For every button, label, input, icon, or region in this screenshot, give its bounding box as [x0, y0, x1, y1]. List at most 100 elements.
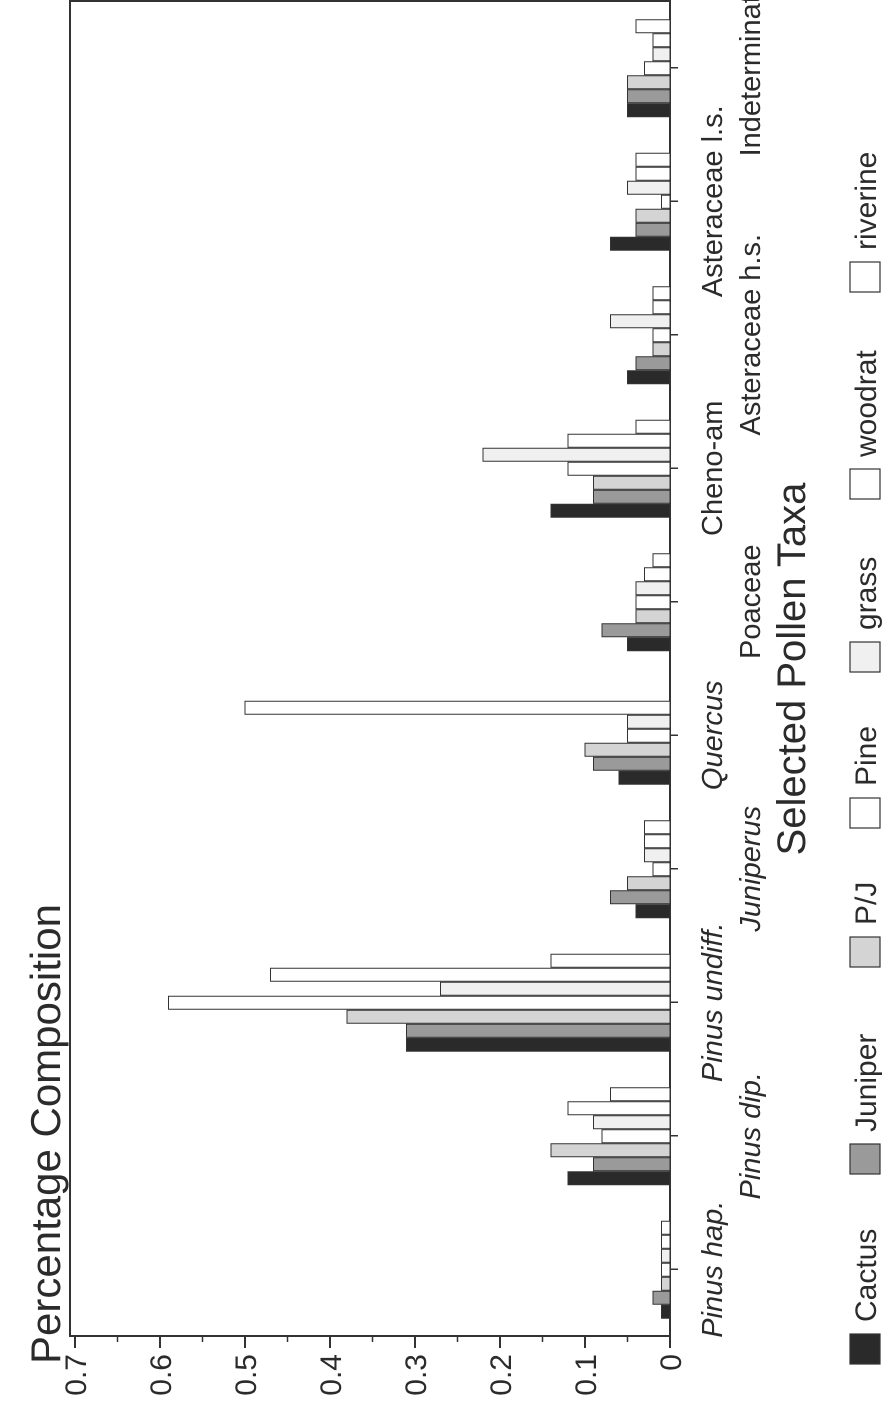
- bar-riverine-9: [635, 19, 671, 34]
- x-tick-label: Juniperus: [735, 806, 767, 933]
- bar-juniper-8: [635, 222, 671, 237]
- bar-cactus-3: [635, 904, 671, 919]
- bar-woodrat-5: [644, 567, 671, 582]
- legend-swatch: [849, 936, 881, 968]
- bar-pine-9: [644, 61, 671, 76]
- bar-grass-1: [593, 1115, 671, 1130]
- legend-label: P/J: [850, 882, 883, 925]
- legend-swatch: [849, 797, 881, 829]
- bar-juniper-9: [627, 89, 671, 104]
- bar-woodrat-8: [635, 166, 671, 181]
- bar-woodrat-2: [270, 967, 671, 982]
- bar-pj-9: [627, 75, 671, 90]
- bar-cactus-9: [627, 103, 671, 118]
- bar-cactus-7: [627, 370, 671, 385]
- bar-grass-6: [482, 447, 671, 462]
- bar-woodrat-1: [567, 1101, 671, 1116]
- bar-juniper-1: [593, 1157, 671, 1172]
- legend-swatch: [849, 1143, 881, 1175]
- bar-pj-6: [593, 475, 671, 490]
- x-tick-label: Pinus dip.: [735, 1072, 767, 1199]
- x-axis-label: Selected Pollen Taxa: [770, 482, 814, 856]
- bar-pine-5: [635, 595, 671, 610]
- bar-cactus-1: [567, 1171, 671, 1186]
- legend-swatch: [849, 468, 881, 500]
- bar-riverine-5: [652, 553, 671, 568]
- x-tick-label: Asteraceae l.s.: [697, 105, 729, 297]
- bar-woodrat-6: [567, 433, 671, 448]
- bar-grass-4: [627, 714, 671, 729]
- chart-title: Percentage Composition: [22, 904, 69, 1364]
- y-tick-label: 0.3: [400, 1354, 433, 1396]
- bar-grass-0: [661, 1248, 671, 1263]
- legend-label: grass: [850, 557, 883, 630]
- bar-pine-7: [652, 328, 671, 343]
- bar-riverine-7: [652, 286, 671, 301]
- bar-grass-5: [635, 581, 671, 596]
- x-tick-label: Cheno-am: [697, 401, 729, 536]
- bar-cactus-8: [610, 236, 671, 251]
- plot-frame: [69, 0, 671, 1337]
- bar-pj-2: [346, 1009, 671, 1024]
- bar-woodrat-7: [652, 300, 671, 315]
- legend-label: Juniper: [850, 1034, 883, 1132]
- bar-woodrat-3: [644, 834, 671, 849]
- bar-pj-1: [550, 1143, 671, 1158]
- bar-grass-8: [627, 180, 671, 195]
- legend-label: riverine: [850, 152, 883, 250]
- x-tick-label: Pinus hap.: [697, 1201, 729, 1338]
- bar-grass-7: [610, 314, 671, 329]
- bar-grass-2: [440, 981, 671, 996]
- bar-pine-2: [168, 995, 671, 1010]
- legend-swatch: [849, 261, 881, 293]
- bar-riverine-8: [635, 152, 671, 167]
- bar-riverine-3: [644, 820, 671, 835]
- y-tick-label: 0.4: [315, 1354, 348, 1396]
- y-tick-label: 0: [655, 1354, 688, 1371]
- bar-grass-3: [644, 848, 671, 863]
- bar-juniper-7: [635, 356, 671, 371]
- bar-pj-4: [584, 742, 671, 757]
- x-tick-label: Poaceae: [735, 545, 767, 660]
- bar-juniper-6: [593, 489, 671, 504]
- bar-pine-6: [567, 461, 671, 476]
- bar-riverine-1: [610, 1087, 671, 1102]
- x-tick-label: Indeterminate: [735, 0, 767, 156]
- y-tick-label: 0.6: [145, 1354, 178, 1396]
- y-tick-label: 0.1: [570, 1354, 603, 1396]
- legend-label: Pine: [850, 726, 883, 786]
- bar-pine-8: [661, 194, 671, 209]
- bar-juniper-5: [601, 623, 671, 638]
- bar-cactus-4: [618, 770, 671, 785]
- bar-juniper-2: [406, 1023, 671, 1038]
- legend-swatch: [849, 641, 881, 673]
- bar-pine-1: [601, 1129, 671, 1144]
- legend-label: woodrat: [850, 350, 883, 458]
- bar-pj-5: [635, 609, 671, 624]
- y-tick-label: 0.2: [485, 1354, 518, 1396]
- bar-pine-3: [652, 862, 671, 877]
- bar-juniper-3: [610, 890, 671, 905]
- legend-label: Cactus: [850, 1229, 883, 1322]
- y-axis: 0 0.1 0.2 0.3 0.4 0.5 0.6 0.7: [60, 1336, 688, 1396]
- x-tick-label: Asteraceae h.s.: [735, 234, 767, 436]
- bar-pj-7: [652, 342, 671, 357]
- x-tick-label: Pinus undiff.: [697, 922, 729, 1082]
- bar-riverine-0: [661, 1220, 671, 1235]
- bar-woodrat-0: [661, 1234, 671, 1249]
- bar-cactus-6: [550, 503, 671, 518]
- bar-woodrat-9: [652, 33, 671, 48]
- bar-cactus-0: [661, 1304, 671, 1319]
- bar-riverine-6: [635, 419, 671, 434]
- legend: Cactus Juniper P/J Pine grass woodrat riverine: [849, 152, 883, 1365]
- bar-woodrat-4: [244, 700, 671, 715]
- y-tick-label: 0.5: [230, 1354, 263, 1396]
- bar-cactus-2: [406, 1037, 671, 1052]
- bar-series-group: [168, 19, 671, 1319]
- x-axis: Pinus hap.Pinus dip.Pinus undiff.Juniper…: [670, 0, 767, 1338]
- bar-pine-4: [627, 728, 671, 743]
- bar-cactus-5: [627, 637, 671, 652]
- bar-pj-0: [661, 1276, 671, 1291]
- bar-juniper-4: [593, 756, 671, 771]
